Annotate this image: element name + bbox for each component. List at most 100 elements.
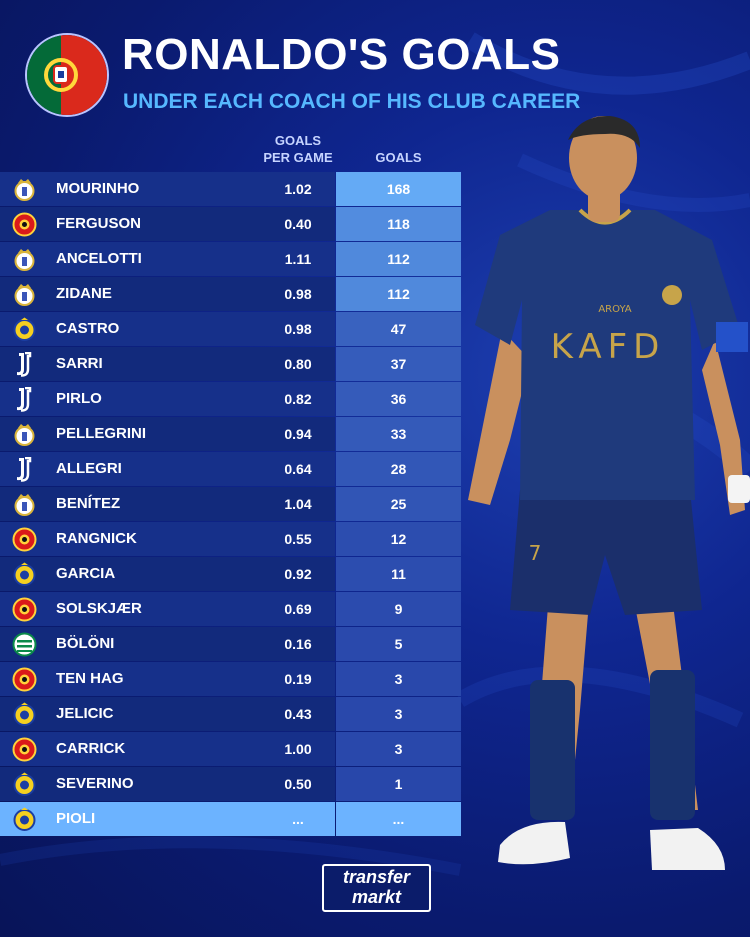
- coach-name: SOLSKJÆR: [56, 600, 142, 617]
- row-background: [0, 172, 335, 206]
- table-row: BENÍTEZ 1.04 25: [0, 487, 461, 522]
- table-row: CASTRO 0.98 47: [0, 312, 461, 347]
- table-row: SARRI 0.80 37: [0, 347, 461, 382]
- goals-cell-background: [336, 452, 461, 486]
- goals-value: 37: [390, 356, 407, 372]
- goals-per-game-value: 0.55: [284, 531, 312, 547]
- goals-per-game-value: ...: [292, 811, 304, 827]
- man-united-crest-icon: [12, 212, 37, 237]
- goals-per-game-value: 0.64: [284, 461, 312, 477]
- logo-line-1: transfer: [342, 867, 411, 887]
- real-madrid-crest-icon: [12, 492, 37, 517]
- goals-value: 11: [391, 566, 406, 582]
- row-background: [0, 522, 335, 556]
- goals-per-game-value: 0.94: [284, 426, 312, 442]
- goals-cell-background: [336, 312, 461, 346]
- goals-per-game-value: 0.40: [284, 216, 312, 232]
- man-united-crest-icon: [12, 737, 37, 762]
- row-background: [0, 277, 335, 311]
- row-background: [0, 347, 335, 381]
- coach-name: FERGUSON: [56, 215, 142, 232]
- shirt-crest-icon: [662, 285, 682, 305]
- portugal-flag-icon: [25, 33, 109, 117]
- column-header-line: PER GAME: [263, 150, 333, 165]
- goals-per-game-value: 1.00: [284, 741, 312, 757]
- man-united-crest-icon: [12, 667, 37, 692]
- table-row: ANCELOTTI 1.11 112: [0, 242, 461, 277]
- goals-cell-background: [336, 172, 461, 206]
- goals-per-game-value: 0.69: [284, 601, 312, 617]
- shorts-number: 7: [529, 541, 542, 565]
- al-nassr-crest-icon: [12, 562, 37, 587]
- al-nassr-crest-icon: [12, 702, 37, 727]
- row-background: [0, 662, 335, 696]
- goals-per-game-value: 1.04: [284, 496, 312, 512]
- sporting-crest-icon: [12, 632, 37, 657]
- goals-value: 168: [386, 181, 411, 197]
- goals-per-game-value: 0.98: [284, 286, 312, 302]
- table-row: ZIDANE 0.98 112: [0, 277, 461, 312]
- row-background: [0, 207, 335, 241]
- goals-cell-background: [336, 802, 461, 836]
- coach-name: SARRI: [56, 355, 103, 372]
- goals-value: 28: [390, 461, 407, 477]
- table-row: SOLSKJÆR 0.69 9: [0, 592, 461, 627]
- table-row: FERGUSON 0.40 118: [0, 207, 461, 242]
- goals-per-game-value: 0.82: [284, 391, 312, 407]
- table-row: ALLEGRI 0.64 28: [0, 452, 461, 487]
- goals-value: 112: [387, 286, 410, 302]
- real-madrid-crest-icon: [12, 247, 37, 272]
- row-background: [0, 242, 335, 276]
- row-background: [0, 312, 335, 346]
- goals-per-game-value: 1.02: [284, 181, 312, 197]
- table-row: PIOLI......: [0, 802, 461, 837]
- coach-goals-table: MOURINHO 1.02 168 FERGUSON 0.40 118 ANCELOTTI 1…: [0, 172, 461, 837]
- goals-cell-background: [336, 522, 461, 556]
- goals-value: 33: [390, 426, 407, 442]
- real-madrid-crest-icon: [12, 177, 37, 202]
- coach-name: ANCELOTTI: [56, 250, 142, 267]
- shirt-sponsor: KAFD: [551, 327, 666, 367]
- real-madrid-crest-icon: [12, 282, 37, 307]
- goals-cell-background: [336, 557, 461, 591]
- row-background: [0, 592, 335, 626]
- coach-name: CARRICK: [56, 740, 126, 757]
- transfermarkt-logo: transfer markt: [322, 864, 431, 912]
- juventus-crest-icon: [12, 386, 37, 412]
- row-background: [0, 732, 335, 766]
- goals-per-game-value: 0.43: [284, 706, 312, 722]
- row-background: [0, 627, 335, 661]
- table-row: RANGNICK 0.55 12: [0, 522, 461, 557]
- coach-name: PELLEGRINI: [56, 425, 147, 442]
- juventus-crest-icon: [12, 456, 37, 482]
- man-united-crest-icon: [12, 597, 37, 622]
- table-row: CARRICK 1.00 3: [0, 732, 461, 767]
- coach-name: JELICIC: [56, 705, 114, 722]
- coach-name: BENÍTEZ: [56, 495, 121, 512]
- coach-name: GARCIA: [56, 565, 116, 582]
- goals-per-game-value: 0.50: [284, 776, 312, 792]
- column-header-goals-per-game: GOALS PER GAME: [258, 132, 338, 166]
- goals-cell-background: [336, 592, 461, 626]
- goals-value: 12: [390, 531, 407, 547]
- goals-value: 25: [390, 496, 407, 512]
- goals-value: ...: [392, 811, 405, 827]
- coach-name: CASTRO: [56, 320, 120, 337]
- table-row: JELICIC 0.43 3: [0, 697, 461, 732]
- table-row: MOURINHO 1.02 168: [0, 172, 461, 207]
- row-background: [0, 382, 335, 416]
- table-row: BÖLÖNI 0.16 5: [0, 627, 461, 662]
- juventus-crest-icon: [12, 351, 37, 377]
- column-header-line: GOALS: [375, 150, 422, 165]
- goals-cell-background: [336, 767, 461, 801]
- coach-name: BÖLÖNI: [56, 635, 115, 652]
- goals-value: 118: [387, 216, 410, 232]
- goals-cell-background: [336, 487, 461, 521]
- coach-name: SEVERINO: [56, 775, 134, 792]
- goals-value: 3: [394, 741, 403, 757]
- goals-value: 3: [394, 671, 403, 687]
- coach-name: PIRLO: [56, 390, 102, 407]
- goals-value: 5: [394, 636, 403, 652]
- man-united-crest-icon: [12, 527, 37, 552]
- page-subtitle: UNDER EACH COACH OF HIS CLUB CAREER: [123, 90, 581, 113]
